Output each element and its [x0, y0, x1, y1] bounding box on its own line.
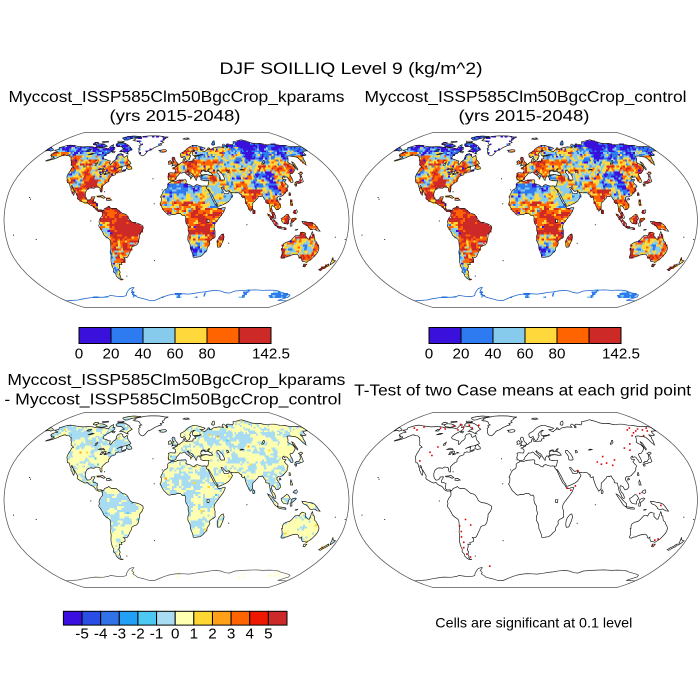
- svg-text:DJF SOILLIQ Level 9 (kg/m^2): DJF SOILLIQ Level 9 (kg/m^2): [220, 60, 483, 78]
- svg-text:Cells are significant at 0.1 l: Cells are significant at 0.1 level: [435, 615, 632, 631]
- svg-text:(yrs 2015-2048): (yrs 2015-2048): [459, 108, 590, 125]
- svg-text:80: 80: [199, 346, 216, 363]
- svg-text:3: 3: [227, 626, 235, 643]
- svg-text:20: 20: [453, 346, 470, 363]
- svg-text:2: 2: [208, 626, 216, 643]
- svg-text:Myccost_ISSP585Clm50BgcCrop_kp: Myccost_ISSP585Clm50BgcCrop_kparams: [7, 372, 345, 389]
- svg-text:142.5: 142.5: [252, 346, 290, 363]
- svg-text:142.5: 142.5: [602, 346, 640, 363]
- svg-text:-3: -3: [113, 626, 127, 643]
- svg-text:1: 1: [190, 626, 198, 643]
- svg-text:20: 20: [103, 346, 120, 363]
- svg-text:0: 0: [75, 346, 83, 363]
- svg-text:4: 4: [246, 626, 254, 643]
- svg-text:-4: -4: [94, 626, 108, 643]
- svg-text:80: 80: [549, 346, 566, 363]
- svg-text:0: 0: [425, 346, 433, 363]
- svg-text:(yrs 2015-2048): (yrs 2015-2048): [110, 108, 241, 125]
- svg-text:Myccost_ISSP585Clm50BgcCrop_kp: Myccost_ISSP585Clm50BgcCrop_kparams: [9, 89, 345, 106]
- svg-text:60: 60: [517, 346, 534, 363]
- svg-text:-5: -5: [75, 626, 89, 643]
- svg-text:60: 60: [167, 346, 184, 363]
- svg-text:-1: -1: [150, 626, 164, 643]
- svg-text:-2: -2: [131, 626, 145, 643]
- svg-text:5: 5: [264, 626, 272, 643]
- svg-text:40: 40: [485, 346, 502, 363]
- svg-text:- Myccost_ISSP585Clm50BgcCrop_: - Myccost_ISSP585Clm50BgcCrop_control: [4, 392, 341, 409]
- svg-text:40: 40: [135, 346, 152, 363]
- svg-text:T-Test of two Case means at ea: T-Test of two Case means at each grid po…: [354, 383, 692, 400]
- svg-text:Myccost_ISSP585Clm50BgcCrop_co: Myccost_ISSP585Clm50BgcCrop_control: [365, 89, 687, 106]
- svg-text:0: 0: [171, 626, 179, 643]
